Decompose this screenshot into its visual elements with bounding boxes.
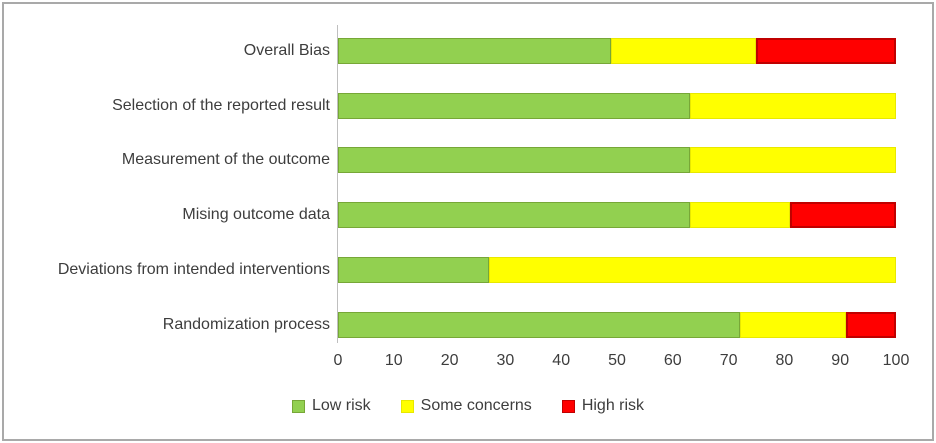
- category-label: Mising outcome data: [182, 206, 330, 224]
- x-tick-label: 0: [333, 352, 343, 369]
- segment-some-concerns: [739, 311, 846, 338]
- segment-some-concerns: [611, 38, 757, 64]
- x-tick-label: 40: [552, 352, 571, 369]
- legend-label: Low risk: [311, 397, 371, 414]
- x-tick-label: 10: [384, 352, 403, 369]
- legend-swatch-icon: [561, 399, 575, 413]
- legend: Low risk Some concerns High risk: [0, 397, 936, 415]
- segment-high-risk: [845, 311, 896, 338]
- stacked-bar: [338, 38, 896, 64]
- stacked-bar: [338, 311, 896, 338]
- category-label: Deviations from intended interventions: [57, 260, 330, 278]
- x-tick-label: 70: [719, 352, 738, 369]
- segment-high-risk: [789, 202, 896, 229]
- x-tick-label: 20: [440, 352, 459, 369]
- legend-item-some-concerns: Some concerns: [400, 397, 532, 415]
- stacked-bar: [338, 202, 896, 229]
- legend-swatch-icon: [291, 399, 305, 413]
- segment-low-risk: [338, 38, 612, 64]
- segment-some-concerns: [689, 202, 790, 229]
- segment-some-concerns: [689, 92, 896, 119]
- category-axis-line: [337, 25, 338, 343]
- legend-item-low-risk: Low risk: [291, 397, 371, 415]
- x-tick-label: 50: [608, 352, 626, 369]
- stacked-bar: [338, 147, 896, 174]
- segment-low-risk: [338, 92, 690, 119]
- x-tick-label: 100: [882, 352, 910, 369]
- x-tick-label: 80: [775, 352, 794, 369]
- category-label: Overall Bias: [243, 42, 330, 59]
- legend-swatch-icon: [400, 399, 414, 413]
- stacked-bar: [338, 256, 896, 283]
- segment-low-risk: [338, 202, 690, 229]
- segment-some-concerns: [689, 147, 896, 174]
- legend-label: Some concerns: [420, 397, 532, 414]
- category-label: Selection of the reported result: [112, 96, 330, 114]
- x-tick-label: 30: [496, 352, 515, 369]
- stacked-bar: [338, 92, 896, 119]
- segment-low-risk: [338, 256, 489, 283]
- segment-high-risk: [756, 38, 896, 64]
- legend-label: High risk: [581, 397, 645, 414]
- segment-low-risk: [338, 147, 690, 174]
- legend-item-high-risk: High risk: [561, 397, 645, 415]
- category-label: Randomization process: [162, 315, 330, 333]
- segment-some-concerns: [488, 256, 896, 283]
- x-tick-label: 60: [663, 352, 682, 369]
- x-tick-label: 90: [831, 352, 850, 369]
- segment-low-risk: [338, 311, 740, 338]
- category-label: Measurement of the outcome: [121, 151, 330, 169]
